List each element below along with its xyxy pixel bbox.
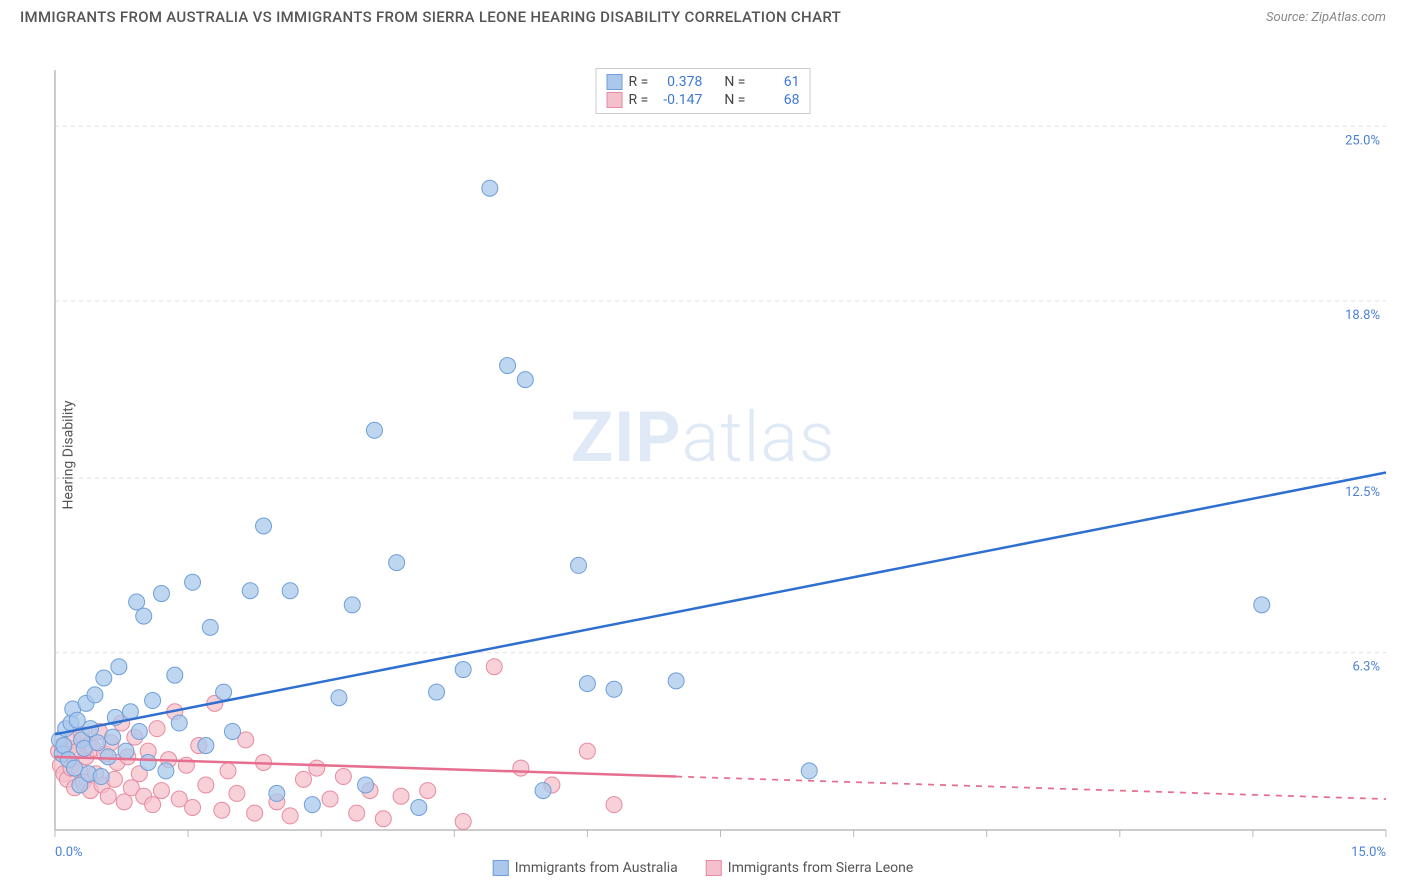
svg-text:0.0%: 0.0% <box>55 845 83 860</box>
r-value-sierra-leone: -0.147 <box>654 92 702 108</box>
svg-text:25.0%: 25.0% <box>1345 133 1380 148</box>
series-legend-b: Immigrants from Sierra Leone <box>706 860 913 876</box>
y-axis-label: Hearing Disability <box>60 401 76 510</box>
svg-text:18.8%: 18.8% <box>1345 308 1380 323</box>
correlation-legend: R = 0.378 N = 61 R = -0.147 N = 68 <box>596 68 811 114</box>
correlation-row-a: R = 0.378 N = 61 <box>607 73 800 91</box>
svg-text:15.0%: 15.0% <box>1351 845 1386 860</box>
svg-text:6.3%: 6.3% <box>1352 660 1380 675</box>
series-legend-a: Immigrants from Australia <box>493 860 678 876</box>
r-value-australia: 0.378 <box>654 74 702 90</box>
header: IMMIGRANTS FROM AUSTRALIA VS IMMIGRANTS … <box>0 0 1406 30</box>
swatch-australia <box>493 860 509 876</box>
source-label: Source: ZipAtlas.com <box>1266 10 1386 25</box>
swatch-sierra-leone <box>706 860 722 876</box>
n-label: N = <box>724 92 745 108</box>
r-label: R = <box>629 92 649 108</box>
scatter-chart: 6.3% 12.5% 18.8% 25.0% 0.0% 15.0% <box>0 30 1406 880</box>
swatch-sierra-leone <box>607 92 623 108</box>
svg-text:12.5%: 12.5% <box>1345 485 1380 500</box>
chart-area: Hearing Disability 6.3% 12.5% 18.8% 25.0% 0.… <box>0 30 1406 880</box>
r-label: R = <box>629 74 649 90</box>
series-label-sierra-leone: Immigrants from Sierra Leone <box>728 860 913 876</box>
n-value-sierra-leone: 68 <box>751 92 799 108</box>
correlation-row-b: R = -0.147 N = 68 <box>607 91 800 109</box>
series-legend: Immigrants from Australia Immigrants fro… <box>493 860 914 876</box>
series-label-australia: Immigrants from Australia <box>515 860 678 876</box>
chart-title: IMMIGRANTS FROM AUSTRALIA VS IMMIGRANTS … <box>20 8 841 26</box>
swatch-australia <box>607 74 623 90</box>
n-value-australia: 61 <box>751 74 799 90</box>
n-label: N = <box>724 74 745 90</box>
